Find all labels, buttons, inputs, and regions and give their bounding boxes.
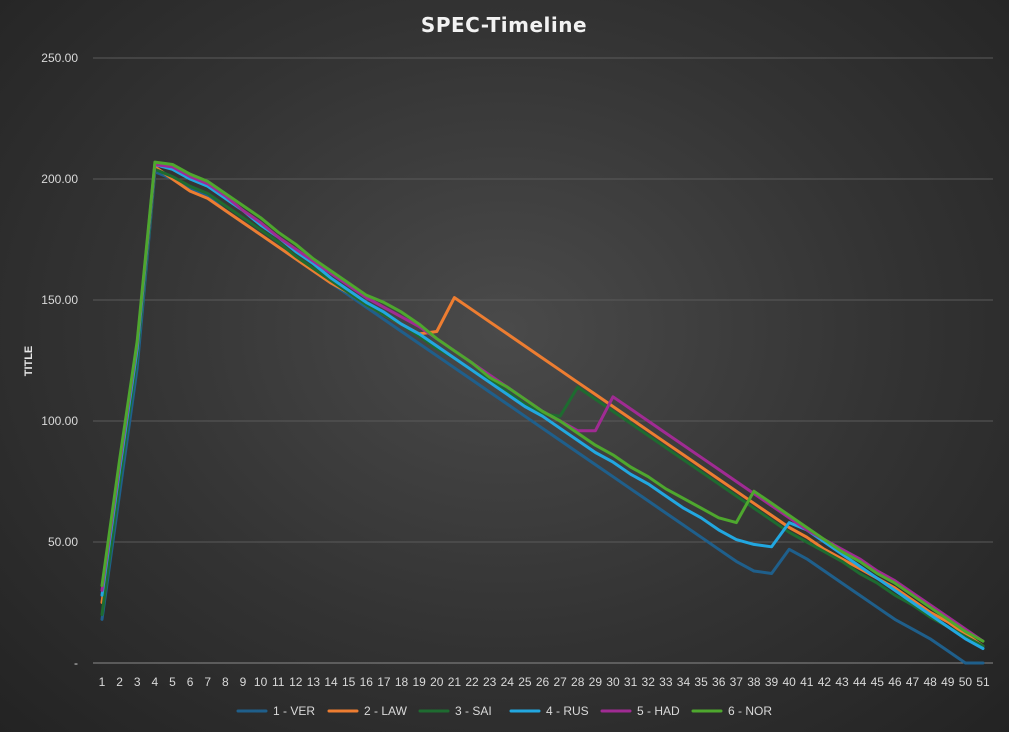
x-tick-label: 25 — [518, 675, 532, 689]
x-tick-label: 45 — [871, 675, 885, 689]
x-tick-label: 23 — [483, 675, 497, 689]
y-tick-label: - — [74, 656, 78, 670]
x-tick-label: 11 — [272, 675, 285, 689]
x-tick-label: 37 — [730, 675, 744, 689]
legend-label: 3 - SAI — [455, 704, 492, 718]
x-tick-label: 48 — [923, 675, 937, 689]
x-tick-label: 24 — [501, 675, 515, 689]
y-tick-label: 200.00 — [41, 172, 78, 186]
x-tick-label: 32 — [642, 675, 656, 689]
x-tick-label: 8 — [222, 675, 229, 689]
x-tick-label: 3 — [134, 675, 141, 689]
legend: 1 - VER 2 - LAW 3 - SAI 4 - RUS 5 - HAD 6 - N… — [236, 704, 772, 718]
x-tick-label: 47 — [906, 675, 920, 689]
x-tick-label: 29 — [589, 675, 603, 689]
x-axis-ticks: 1 2 3 4 5 6 7 8 9 10 11 12 13 14 15 16 17 18 19 20 21 22 23 24 2… — [99, 675, 990, 689]
x-tick-label: 38 — [747, 675, 761, 689]
x-tick-label: 36 — [712, 675, 726, 689]
chart-title: SPEC-Timeline — [421, 13, 587, 37]
series-line-6 — [100, 160, 985, 643]
x-tick-label: 50 — [959, 675, 973, 689]
x-tick-label: 9 — [240, 675, 247, 689]
x-tick-label: 13 — [307, 675, 321, 689]
y-axis-ticks: - 50.00 100.00 150.00 200.00 250.00 — [41, 51, 78, 670]
x-tick-label: 6 — [187, 675, 194, 689]
x-tick-label: 30 — [606, 675, 620, 689]
x-tick-label: 5 — [169, 675, 176, 689]
legend-label: 4 - RUS — [546, 704, 589, 718]
x-tick-label: 34 — [677, 675, 691, 689]
series-line-4 — [100, 163, 985, 650]
x-tick-label: 14 — [324, 675, 338, 689]
x-tick-label: 41 — [800, 675, 814, 689]
x-tick-label: 35 — [694, 675, 708, 689]
x-tick-label: 46 — [888, 675, 902, 689]
x-tick-label: 22 — [465, 675, 479, 689]
x-tick-label: 1 — [99, 675, 106, 689]
x-tick-label: 2 — [116, 675, 123, 689]
x-tick-label: 7 — [204, 675, 211, 689]
x-tick-label: 19 — [412, 675, 426, 689]
x-tick-label: 31 — [624, 675, 638, 689]
x-tick-label: 17 — [377, 675, 391, 689]
x-tick-label: 39 — [765, 675, 779, 689]
x-tick-label: 49 — [941, 675, 955, 689]
legend-label: 2 - LAW — [364, 704, 408, 718]
y-tick-label: 100.00 — [41, 414, 78, 428]
x-tick-label: 51 — [976, 675, 990, 689]
x-tick-label: 44 — [853, 675, 867, 689]
x-tick-label: 16 — [360, 675, 374, 689]
x-tick-label: 15 — [342, 675, 356, 689]
x-tick-label: 40 — [783, 675, 797, 689]
x-tick-label: 21 — [448, 675, 462, 689]
series-line-5 — [100, 163, 985, 643]
legend-label: 1 - VER — [273, 704, 315, 718]
x-tick-label: 20 — [430, 675, 444, 689]
x-tick-label: 43 — [835, 675, 849, 689]
series-lines — [100, 160, 985, 665]
gridlines — [93, 57, 993, 664]
x-tick-label: 42 — [818, 675, 832, 689]
legend-label: 6 - NOR — [728, 704, 772, 718]
y-axis-label: TITLE — [23, 346, 35, 377]
legend-label: 5 - HAD — [637, 704, 680, 718]
series-line-2 — [100, 165, 985, 648]
x-tick-label: 27 — [553, 675, 567, 689]
y-tick-label: 50.00 — [48, 535, 78, 549]
series-line-3 — [100, 167, 985, 648]
x-tick-label: 28 — [571, 675, 585, 689]
x-tick-label: 18 — [395, 675, 409, 689]
x-tick-label: 33 — [659, 675, 673, 689]
x-tick-label: 10 — [254, 675, 268, 689]
x-tick-label: 26 — [536, 675, 550, 689]
x-tick-label: 4 — [152, 675, 159, 689]
x-tick-label: 12 — [289, 675, 303, 689]
y-tick-label: 150.00 — [41, 293, 78, 307]
y-tick-label: 250.00 — [41, 51, 78, 65]
